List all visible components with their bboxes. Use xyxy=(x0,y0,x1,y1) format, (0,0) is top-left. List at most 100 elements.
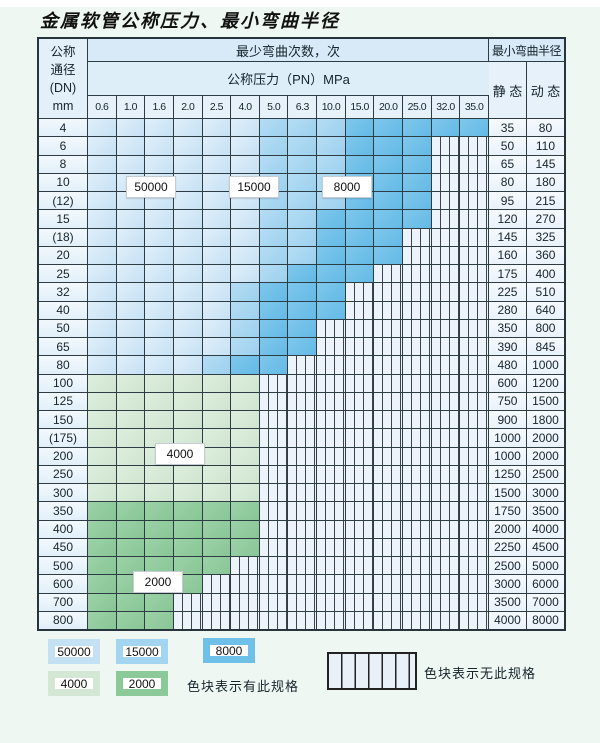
cycle-cell xyxy=(116,411,146,429)
cycle-cell xyxy=(88,447,117,465)
cycle-cell xyxy=(288,265,318,283)
bend-cycles-header: 最少弯曲次数，次 xyxy=(88,39,489,61)
table-row: (12) 95 215 xyxy=(39,192,564,211)
no-spec-cell xyxy=(403,338,432,356)
no-spec-cell xyxy=(345,356,375,374)
cycle-cell xyxy=(259,301,289,319)
dynamic-radius-cell: 1000 xyxy=(526,356,564,374)
cycle-cell xyxy=(202,228,232,246)
cycle-cell xyxy=(231,538,260,556)
dynamic-radius-cell: 4000 xyxy=(526,520,564,538)
cycle-cell xyxy=(317,155,346,173)
no-spec-cell xyxy=(460,283,489,301)
cycle-cell xyxy=(116,210,146,228)
no-spec-cell xyxy=(374,356,404,374)
table-row: 250 1250 2500 xyxy=(39,465,564,484)
dynamic-radius-cell: 1800 xyxy=(526,411,564,429)
table-row: 150 900 1800 xyxy=(39,411,564,430)
dn-label-cell: 4 xyxy=(39,119,88,137)
no-spec-cell xyxy=(317,392,346,410)
no-spec-cell xyxy=(403,465,432,483)
cycle-cell xyxy=(88,465,117,483)
dynamic-radius-cell: 5000 xyxy=(526,557,564,575)
no-spec-cell xyxy=(345,484,375,502)
no-spec-cell xyxy=(345,447,375,465)
no-spec-cell xyxy=(317,593,346,611)
no-spec-cell xyxy=(431,246,461,264)
cycle-cell xyxy=(116,465,146,483)
cycle-cell xyxy=(116,374,146,392)
cycle-cell xyxy=(202,155,232,173)
no-spec-cell xyxy=(288,484,318,502)
cycle-cell xyxy=(231,392,260,410)
cycle-cell xyxy=(288,192,318,210)
no-spec-cell xyxy=(431,338,461,356)
no-spec-cell xyxy=(460,192,489,210)
no-spec-cell xyxy=(173,593,203,611)
cycle-cell xyxy=(145,283,174,301)
no-spec-cell xyxy=(345,538,375,556)
no-spec-cell xyxy=(403,520,432,538)
dn-label-cell: 40 xyxy=(39,301,88,319)
dynamic-radius-cell: 4500 xyxy=(526,538,564,556)
dn-label-cell: (12) xyxy=(39,192,88,210)
no-spec-cell xyxy=(431,192,461,210)
dn-label-cell: 65 xyxy=(39,338,88,356)
dynamic-radius-cell: 110 xyxy=(526,137,564,155)
page-title: 金属软管公称压力、最小弯曲半径 xyxy=(40,11,340,32)
no-spec-cell xyxy=(374,283,404,301)
cycle-cell xyxy=(145,356,174,374)
cycle-cell xyxy=(288,173,318,191)
dynamic-radius-cell: 215 xyxy=(526,192,564,210)
table-body: 4 35 80 6 50 110 8 65 145 10 80 180 (12) 95 215 15 120 27… xyxy=(39,119,564,629)
cycle-cell xyxy=(173,210,203,228)
no-spec-cell xyxy=(431,520,461,538)
dn-label-cell: 450 xyxy=(39,538,88,556)
legend-swatch: 15000 xyxy=(116,639,168,664)
dn-header-line: 通径 xyxy=(50,62,76,77)
table-row: 10 80 180 xyxy=(39,173,564,192)
cycle-cell xyxy=(116,593,146,611)
cycle-cell xyxy=(88,301,117,319)
no-spec-cell xyxy=(403,484,432,502)
cycle-cell xyxy=(202,246,232,264)
cycle-cell xyxy=(317,228,346,246)
no-spec-cell xyxy=(317,374,346,392)
static-radius-cell: 3000 xyxy=(488,575,527,593)
cycle-cell xyxy=(231,411,260,429)
cycle-cell xyxy=(345,210,375,228)
cycle-cell xyxy=(116,502,146,520)
table-row: 600 3000 6000 xyxy=(39,575,564,594)
no-spec-cell xyxy=(345,611,375,629)
no-spec-cell xyxy=(431,447,461,465)
cycle-cell xyxy=(288,137,318,155)
table-row: 40 280 640 xyxy=(39,301,564,320)
no-spec-cell xyxy=(317,447,346,465)
static-radius-cell: 390 xyxy=(488,338,527,356)
cycle-cell xyxy=(173,301,203,319)
no-spec-cell xyxy=(431,210,461,228)
pressure-header-cell: 25.0 xyxy=(403,96,432,118)
cycle-cell xyxy=(88,557,117,575)
no-spec-cell xyxy=(460,155,489,173)
table-row: 65 390 845 xyxy=(39,338,564,357)
cycle-cell xyxy=(145,155,174,173)
cycle-cell xyxy=(173,137,203,155)
no-spec-cell xyxy=(403,593,432,611)
cycle-cell xyxy=(231,283,260,301)
table-row: 4 35 80 xyxy=(39,119,564,138)
no-spec-cell xyxy=(431,374,461,392)
static-radius-cell: 95 xyxy=(488,192,527,210)
cycle-cell xyxy=(259,228,289,246)
no-spec-cell xyxy=(431,392,461,410)
cycle-cell xyxy=(88,484,117,502)
cycle-cell xyxy=(202,210,232,228)
cycle-cell xyxy=(231,502,260,520)
hose-spec-table: 公称 通径 (DN) mm 最少弯曲次数，次 最小弯曲半径 公称压力（PN）MPa 0… xyxy=(37,37,566,631)
no-spec-cell xyxy=(374,392,404,410)
no-spec-cell xyxy=(460,210,489,228)
cycle-cell xyxy=(231,447,260,465)
dn-label-cell: 800 xyxy=(39,611,88,629)
cycle-cell xyxy=(88,520,117,538)
no-spec-cell xyxy=(288,538,318,556)
